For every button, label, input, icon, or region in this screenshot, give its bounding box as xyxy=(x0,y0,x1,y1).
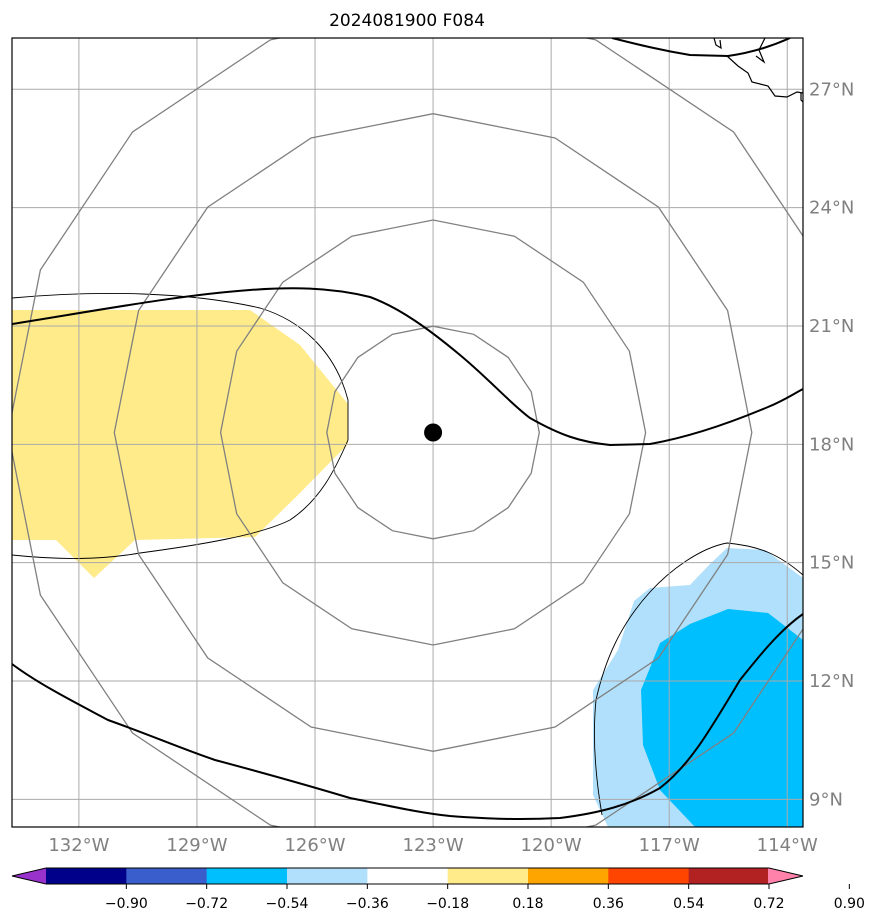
colorbar-segment xyxy=(46,868,127,884)
map-frame xyxy=(11,37,804,828)
colorbar-segment xyxy=(206,868,288,884)
latitude-label: 9°N xyxy=(809,789,843,810)
coastline xyxy=(713,38,803,103)
colorbar-segment xyxy=(287,868,368,884)
range-ring xyxy=(113,113,753,752)
latitude-label: 24°N xyxy=(809,198,854,219)
colorbar-segment xyxy=(528,868,609,884)
latitude-label: 18°N xyxy=(809,434,854,455)
colorbar-tick-label: −0.54 xyxy=(266,896,309,912)
colorbar-tick-label: 0.18 xyxy=(512,896,543,912)
thin-contour-east xyxy=(593,542,803,816)
colorbar-tick-label: −0.18 xyxy=(426,896,469,912)
longitude-label: 123°W xyxy=(403,835,464,856)
latitude-label: 21°N xyxy=(809,316,854,337)
colorbar-tick-label: −0.36 xyxy=(346,896,389,912)
longitude-label: 132°W xyxy=(48,835,109,856)
longitude-label: 120°W xyxy=(521,835,582,856)
colorbar: −0.90 −0.72 −0.54 −0.36 −0.18 0.18 0.36 0.54 0.7… xyxy=(11,867,865,912)
range-ring xyxy=(219,219,647,646)
longitude-label: 117°W xyxy=(639,835,700,856)
colorbar-segment xyxy=(126,868,208,884)
storm-center-marker xyxy=(424,423,443,442)
colorbar-tick-label: 0.90 xyxy=(834,896,865,912)
thick-contour-north xyxy=(12,287,803,447)
colorbar-segment xyxy=(608,868,690,884)
map-plot-area xyxy=(12,38,803,827)
colorbar-tick-label: 0.54 xyxy=(673,896,704,912)
latitude-label: 27°N xyxy=(809,79,854,100)
range-rings xyxy=(12,38,803,827)
colorbar-segment xyxy=(688,868,770,884)
colorbar-segment xyxy=(447,868,529,884)
latitude-label: 15°N xyxy=(809,553,854,574)
map-title: 2024081900 F084 xyxy=(329,11,485,31)
range-ring xyxy=(326,325,540,540)
colorbar-tick-label: −0.90 xyxy=(105,896,148,912)
longitude-labels: 132°W 129°W 126°W 123°W 120°W 117°W 114°W xyxy=(48,835,818,856)
latitude-label: 12°N xyxy=(809,671,854,692)
colorbar-tick-label: −0.72 xyxy=(185,896,228,912)
thick-contour-northeast xyxy=(611,38,791,58)
colorbar-extend-min xyxy=(12,868,47,884)
colorbar-tick-label: 0.36 xyxy=(593,896,624,912)
latitude-labels: 9°N 12°N 15°N 18°N 21°N 24°N 27°N xyxy=(809,79,854,810)
colorbar-extend-max xyxy=(768,868,803,884)
thick-contour-south xyxy=(12,613,803,821)
longitude-label: 126°W xyxy=(284,835,345,856)
colorbar-tick-label: 0.72 xyxy=(753,896,784,912)
longitude-label: 129°W xyxy=(166,835,227,856)
range-ring xyxy=(12,38,803,827)
longitude-label: 114°W xyxy=(757,835,818,856)
colorbar-segment xyxy=(367,868,449,884)
negative-anomaly-region-deep xyxy=(641,609,803,827)
colorbar-outline xyxy=(11,867,804,885)
